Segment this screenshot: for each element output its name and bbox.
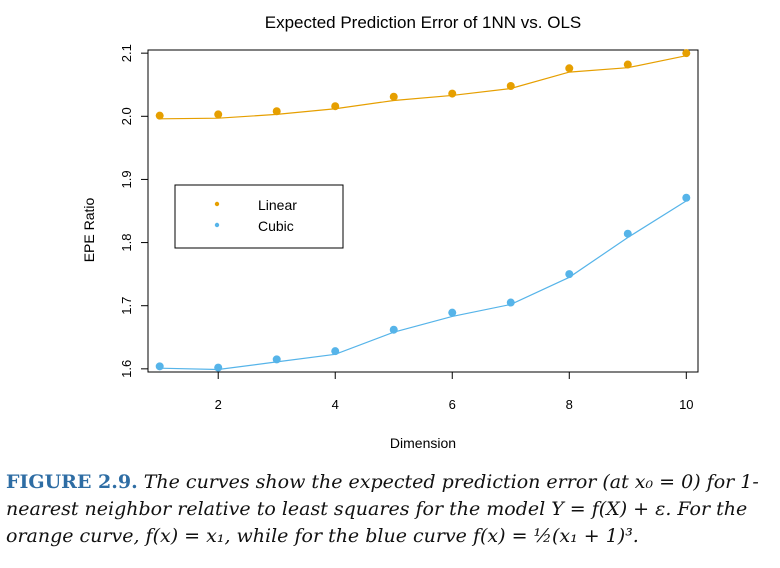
y-axis: 1.6 1.7 1.8 1.9 2.0 2.1 [119,44,148,378]
x-tick-label: 4 [332,397,339,412]
chart-title: Expected Prediction Error of 1NN vs. OLS [265,13,582,32]
data-point-linear [331,102,340,111]
y-tick-label: 1.6 [119,360,134,378]
data-point-linear [389,92,398,101]
x-tick-label: 10 [679,397,693,412]
y-tick-label: 2.0 [119,107,134,125]
data-point-cubic [214,363,223,372]
data-point-cubic [565,270,574,279]
legend-label-cubic: Cubic [258,218,294,234]
y-axis-label: EPE Ratio [81,197,97,262]
plot-frame [147,49,699,373]
data-point-cubic [272,355,281,364]
epe-chart: Expected Prediction Error of 1NN vs. OLS… [81,13,699,451]
caption-text: The curves show the expected prediction … [6,471,759,547]
x-axis-label: Dimension [390,435,456,451]
y-tick-label: 1.9 [119,170,134,188]
legend-marker-cubic [214,222,220,228]
data-point-linear [565,64,574,73]
caption-label: FIGURE 2.9. [6,471,138,493]
data-point-linear [272,107,281,116]
legend-label-linear: Linear [258,197,297,213]
data-point-linear [506,81,515,90]
figure-caption: FIGURE 2.9. The curves show the expected … [6,469,776,550]
legend-marker-linear [214,201,220,207]
y-tick-label: 1.8 [119,234,134,252]
data-point-linear [682,49,691,58]
legend: Linear Cubic [174,184,344,249]
data-point-linear [448,89,457,98]
data-point-cubic [448,308,457,317]
y-tick-label: 2.1 [119,44,134,62]
data-point-linear [155,111,164,120]
data-point-cubic [331,347,340,356]
data-point-cubic [155,362,164,371]
legend-box [174,184,344,249]
data-point-cubic [623,229,632,238]
data-point-cubic [506,298,515,307]
series-layer [155,49,691,372]
data-point-linear [214,110,223,119]
series-line-linear [159,55,687,120]
x-tick-label: 2 [215,397,222,412]
data-point-cubic [389,325,398,334]
data-point-linear [623,60,632,69]
series-line-cubic [159,200,687,371]
data-point-cubic [682,193,691,202]
y-tick-label: 1.7 [119,297,134,315]
x-tick-label: 8 [566,397,573,412]
x-tick-label: 6 [449,397,456,412]
x-axis: 2 4 6 8 10 [215,372,694,412]
